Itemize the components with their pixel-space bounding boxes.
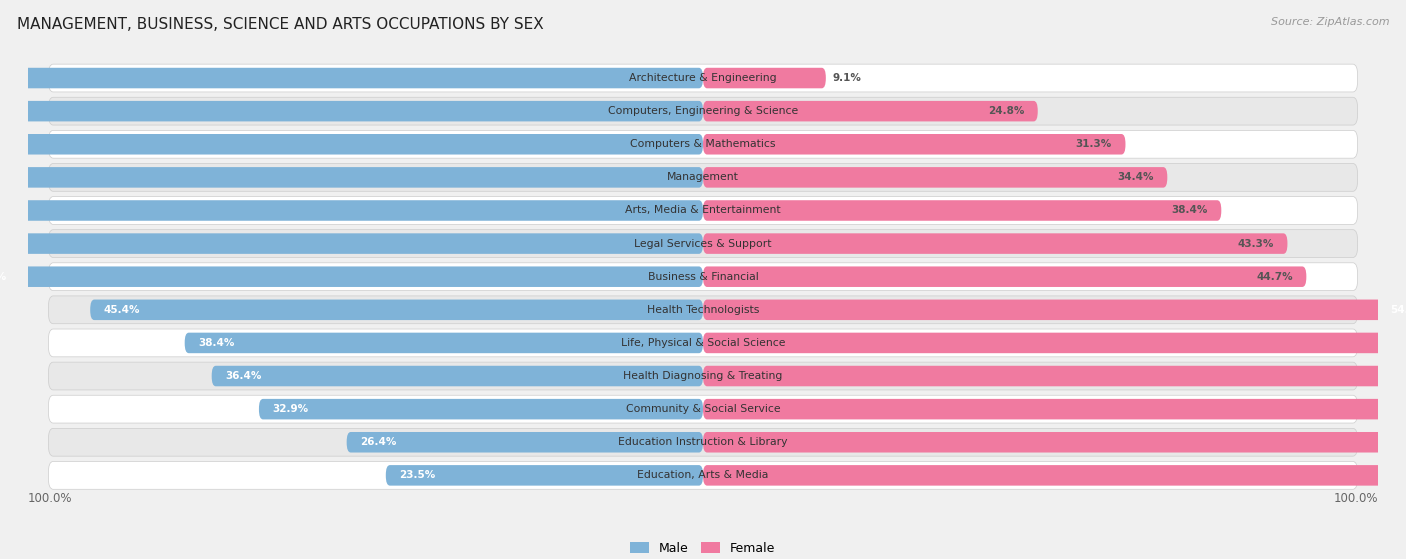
Text: 44.7%: 44.7% xyxy=(1256,272,1294,282)
Text: 9.1%: 9.1% xyxy=(832,73,862,83)
FancyBboxPatch shape xyxy=(703,101,1038,121)
FancyBboxPatch shape xyxy=(48,97,1358,125)
FancyBboxPatch shape xyxy=(703,68,825,88)
Text: Arts, Media & Entertainment: Arts, Media & Entertainment xyxy=(626,206,780,215)
Text: Health Diagnosing & Treating: Health Diagnosing & Treating xyxy=(623,371,783,381)
Text: 36.4%: 36.4% xyxy=(225,371,262,381)
FancyBboxPatch shape xyxy=(48,130,1358,158)
FancyBboxPatch shape xyxy=(703,465,1406,486)
FancyBboxPatch shape xyxy=(0,101,703,121)
FancyBboxPatch shape xyxy=(48,197,1358,224)
Text: 43.3%: 43.3% xyxy=(1237,239,1274,249)
FancyBboxPatch shape xyxy=(48,329,1358,357)
FancyBboxPatch shape xyxy=(48,163,1358,191)
Text: Community & Social Service: Community & Social Service xyxy=(626,404,780,414)
FancyBboxPatch shape xyxy=(48,296,1358,324)
Text: Education Instruction & Library: Education Instruction & Library xyxy=(619,437,787,447)
FancyBboxPatch shape xyxy=(703,267,1306,287)
FancyBboxPatch shape xyxy=(703,366,1406,386)
Text: Business & Financial: Business & Financial xyxy=(648,272,758,282)
FancyBboxPatch shape xyxy=(48,263,1358,291)
FancyBboxPatch shape xyxy=(347,432,703,453)
FancyBboxPatch shape xyxy=(0,200,703,221)
Text: 26.4%: 26.4% xyxy=(360,437,396,447)
FancyBboxPatch shape xyxy=(703,167,1167,188)
Text: Life, Physical & Social Science: Life, Physical & Social Science xyxy=(621,338,785,348)
Text: Management: Management xyxy=(666,172,740,182)
Text: 23.5%: 23.5% xyxy=(399,470,436,480)
FancyBboxPatch shape xyxy=(48,230,1358,258)
Text: 55.3%: 55.3% xyxy=(0,272,7,282)
FancyBboxPatch shape xyxy=(90,300,703,320)
Text: 45.4%: 45.4% xyxy=(104,305,141,315)
FancyBboxPatch shape xyxy=(48,64,1358,92)
Legend: Male, Female: Male, Female xyxy=(630,542,776,555)
FancyBboxPatch shape xyxy=(0,134,703,154)
FancyBboxPatch shape xyxy=(703,300,1406,320)
Text: 100.0%: 100.0% xyxy=(28,492,73,505)
FancyBboxPatch shape xyxy=(703,399,1406,419)
Text: 31.3%: 31.3% xyxy=(1076,139,1112,149)
FancyBboxPatch shape xyxy=(703,134,1125,154)
Text: Health Technologists: Health Technologists xyxy=(647,305,759,315)
Text: 34.4%: 34.4% xyxy=(1118,172,1154,182)
Text: Legal Services & Support: Legal Services & Support xyxy=(634,239,772,249)
FancyBboxPatch shape xyxy=(0,233,703,254)
FancyBboxPatch shape xyxy=(703,233,1288,254)
FancyBboxPatch shape xyxy=(48,395,1358,423)
Text: 54.6%: 54.6% xyxy=(1391,305,1406,315)
FancyBboxPatch shape xyxy=(48,428,1358,456)
Text: Source: ZipAtlas.com: Source: ZipAtlas.com xyxy=(1271,17,1389,27)
FancyBboxPatch shape xyxy=(212,366,703,386)
Text: Computers & Mathematics: Computers & Mathematics xyxy=(630,139,776,149)
FancyBboxPatch shape xyxy=(0,68,703,88)
Text: MANAGEMENT, BUSINESS, SCIENCE AND ARTS OCCUPATIONS BY SEX: MANAGEMENT, BUSINESS, SCIENCE AND ARTS O… xyxy=(17,17,544,32)
Text: Architecture & Engineering: Architecture & Engineering xyxy=(630,73,776,83)
Text: Computers, Engineering & Science: Computers, Engineering & Science xyxy=(607,106,799,116)
Text: 32.9%: 32.9% xyxy=(273,404,308,414)
Text: 38.4%: 38.4% xyxy=(198,338,235,348)
Text: 38.4%: 38.4% xyxy=(1171,206,1208,215)
FancyBboxPatch shape xyxy=(0,167,703,188)
FancyBboxPatch shape xyxy=(259,399,703,419)
FancyBboxPatch shape xyxy=(184,333,703,353)
FancyBboxPatch shape xyxy=(703,200,1222,221)
FancyBboxPatch shape xyxy=(0,267,703,287)
FancyBboxPatch shape xyxy=(703,432,1406,453)
Text: 24.8%: 24.8% xyxy=(988,106,1024,116)
Text: Education, Arts & Media: Education, Arts & Media xyxy=(637,470,769,480)
Text: 100.0%: 100.0% xyxy=(1333,492,1378,505)
FancyBboxPatch shape xyxy=(385,465,703,486)
FancyBboxPatch shape xyxy=(48,462,1358,489)
FancyBboxPatch shape xyxy=(703,333,1406,353)
FancyBboxPatch shape xyxy=(48,362,1358,390)
